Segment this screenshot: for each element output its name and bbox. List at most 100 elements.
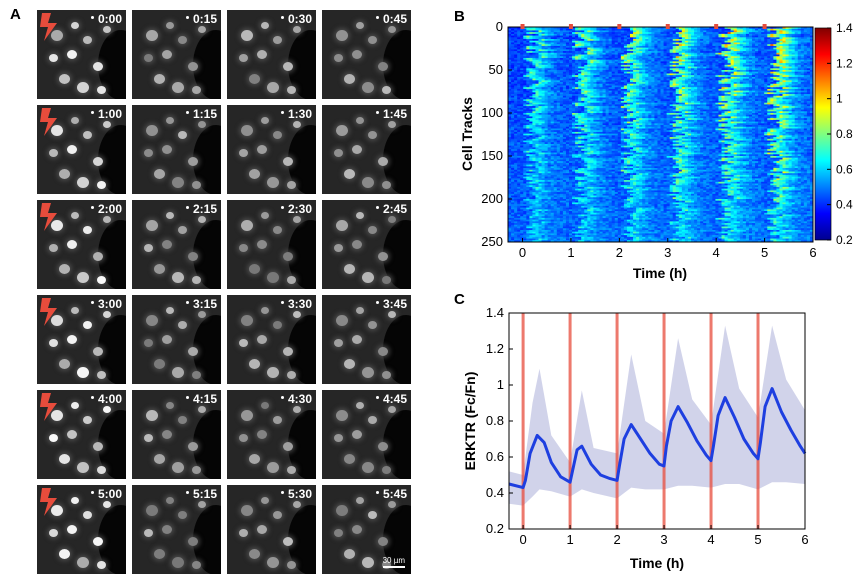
- line-chart-axes: 0 1 2 3 4 5 6 0.2 0.4 0.6 0.8 1 1.2 1.4: [486, 305, 809, 547]
- line-chart-frame: [508, 312, 806, 530]
- frame-time-label: 2:30: [287, 202, 312, 216]
- x-tick-label: 5: [761, 245, 768, 260]
- microscopy-frame: 5:15: [132, 485, 221, 574]
- x-tick-label: 1: [566, 532, 573, 547]
- microscopy-frame: 2:15: [132, 200, 221, 289]
- colorbar-tick-label: 1: [836, 92, 843, 106]
- frame-time-label: 0:15: [192, 12, 217, 26]
- x-tick-label: 3: [664, 245, 671, 260]
- colorbar-tick-label: 0.2: [836, 233, 853, 247]
- frame-time-label: 2:45: [382, 202, 407, 216]
- frame-time-label: 4:00: [97, 392, 122, 406]
- light-stimulation-icon: [40, 13, 57, 41]
- colorbar-ticks: 0.2 0.4 0.6 0.8 1 1.2 1.4: [827, 21, 853, 247]
- y-tick-label: 200: [481, 191, 503, 206]
- microscopy-frame: 4:30: [227, 390, 316, 479]
- mean-line: [508, 387, 807, 490]
- x-tick-label: 2: [613, 532, 620, 547]
- x-tick-label: 1: [567, 245, 574, 260]
- microscopy-frame: 0:15: [132, 10, 221, 99]
- frame-time-label: 3:15: [192, 297, 217, 311]
- colorbar-tick-label: 0.6: [836, 162, 853, 176]
- x-tick-label: 5: [754, 532, 761, 547]
- colorbar-tick-label: 1.2: [836, 56, 853, 70]
- frame-time-label: 1:00: [97, 107, 122, 121]
- y-tick-label: 1.4: [486, 305, 504, 320]
- stim-marker: [665, 24, 670, 29]
- frame-time-label: 5:30: [287, 487, 312, 501]
- light-stimulation-icon: [40, 488, 57, 516]
- x-tick-label: 0: [519, 532, 526, 547]
- y-tick-label: 0: [496, 19, 503, 34]
- microscopy-frame: 3:30: [227, 295, 316, 384]
- x-tick-label: 2: [616, 245, 623, 260]
- heatmap-stim-markers: [520, 24, 767, 29]
- x-tick-label: 4: [707, 532, 714, 547]
- colorbar-tick-label: 0.4: [836, 198, 853, 212]
- y-tick-label: 250: [481, 234, 503, 249]
- panel-label-b: B: [454, 8, 465, 25]
- panel-label-c: C: [454, 291, 465, 308]
- line-chart-ylabel: ERKTR (Fc/Fn): [462, 372, 478, 471]
- mean-line-path: [508, 387, 807, 490]
- frame-time-label: 5:15: [192, 487, 217, 501]
- microscopy-frame: 2:00: [37, 200, 126, 289]
- light-stimulation-icon: [40, 298, 57, 326]
- light-stimulation-icon: [40, 108, 57, 136]
- heatmap-xlabel: Time (h): [633, 265, 687, 281]
- microscopy-frame: 3:15: [132, 295, 221, 384]
- y-tick-label: 0.8: [486, 413, 504, 428]
- microscopy-frame: 5:30: [227, 485, 316, 574]
- x-tick-label: 0: [519, 245, 526, 260]
- scale-bar: 30 µm: [383, 556, 405, 568]
- x-tick-label: 6: [801, 532, 808, 547]
- microscopy-frame: 4:00: [37, 390, 126, 479]
- frame-time-label: 2:15: [192, 202, 217, 216]
- light-stimulation-icon: [40, 203, 57, 231]
- y-tick-label: 0.2: [486, 521, 504, 536]
- colorbar-tick-label: 1.4: [836, 21, 853, 35]
- microscopy-frame: 1:15: [132, 105, 221, 194]
- microscopy-frame: 1:00: [37, 105, 126, 194]
- stim-marker: [714, 24, 719, 29]
- heatmap-axes: 0 1 2 3 4 5 6 0 50 100 150 200 250: [481, 19, 816, 260]
- y-tick-label: 150: [481, 148, 503, 163]
- frame-time-label: 0:30: [287, 12, 312, 26]
- light-stimulation-icon: [40, 393, 57, 421]
- heatmap-cells: [508, 27, 814, 243]
- microscopy-frame: 2:45: [322, 200, 411, 289]
- microscopy-frame: 5:00: [37, 485, 126, 574]
- frame-time-label: 3:00: [97, 297, 122, 311]
- std-band: [509, 325, 805, 506]
- scale-bar-label: 30 µm: [382, 556, 405, 565]
- y-tick-label: 100: [481, 105, 503, 120]
- colorbar-tick-label: 0.8: [836, 127, 853, 141]
- y-tick-label: 0.6: [486, 449, 504, 464]
- microscopy-frame: 0:00: [37, 10, 126, 99]
- microscopy-frame: 1:30: [227, 105, 316, 194]
- frame-time-label: 2:00: [97, 202, 122, 216]
- stim-marker: [568, 24, 573, 29]
- panel-label-a: A: [10, 6, 21, 23]
- x-tick-label: 4: [713, 245, 720, 260]
- y-tick-label: 50: [489, 62, 503, 77]
- microscopy-frame: 0:30: [227, 10, 316, 99]
- frame-time-label: 0:00: [97, 12, 122, 26]
- microscopy-frame: 1:45: [322, 105, 411, 194]
- frame-time-label: 4:30: [287, 392, 312, 406]
- microscopy-frame: 3:00: [37, 295, 126, 384]
- frame-time-label: 1:15: [192, 107, 217, 121]
- heatmap-frame: [507, 26, 814, 243]
- frame-time-label: 1:30: [287, 107, 312, 121]
- y-tick-label: 0.4: [486, 485, 504, 500]
- stim-marker: [617, 24, 622, 29]
- microscopy-frame: 3:45: [322, 295, 411, 384]
- frame-time-label: 0:45: [382, 12, 407, 26]
- x-tick-label: 3: [660, 532, 667, 547]
- frame-time-label: 3:45: [382, 297, 407, 311]
- y-tick-label: 1.2: [486, 341, 504, 356]
- microscopy-timelapse-grid: 0:00 0:15 0:30 0:45 1:00 1:15 1:30 1:45 2:00 2:15…: [37, 10, 417, 574]
- x-tick-label: 6: [809, 245, 816, 260]
- y-tick-label: 1: [497, 377, 504, 392]
- frame-time-label: 4:15: [192, 392, 217, 406]
